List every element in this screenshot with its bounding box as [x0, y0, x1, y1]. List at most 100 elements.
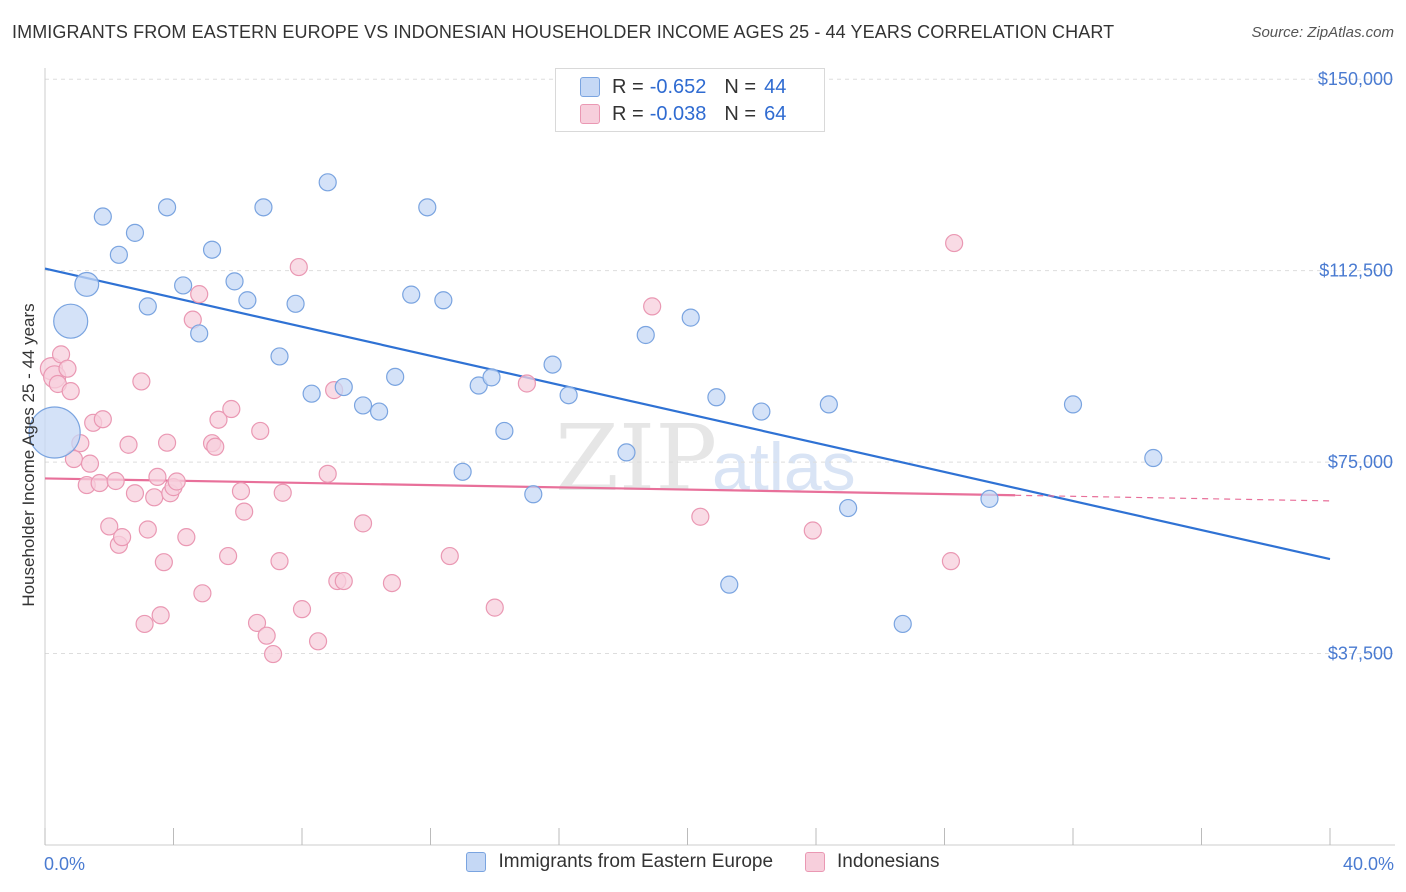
eastern-europe-point	[453, 462, 472, 481]
eastern-europe-point	[174, 276, 193, 295]
eastern-europe-point	[353, 396, 373, 415]
indonesians-point	[148, 467, 167, 487]
chart-title: IMMIGRANTS FROM EASTERN EUROPE VS INDONE…	[12, 22, 1115, 42]
legend-n-label: N =	[724, 102, 757, 125]
eastern-europe-point	[370, 402, 389, 421]
source-credit: Source: ZipAtlas.com	[1251, 24, 1394, 41]
eastern-europe-point	[302, 384, 321, 403]
eastern-europe-point	[1063, 395, 1083, 414]
indonesians-point	[80, 454, 100, 473]
legend-item-indonesians: Indonesians	[805, 851, 940, 873]
eastern-europe-point	[386, 367, 405, 386]
zipatlas-watermark: ZIP atlas	[555, 405, 856, 512]
indonesians-point	[318, 464, 337, 483]
y-axis-label: Householder Income Ages 25 - 44 years	[19, 303, 38, 606]
eastern-europe-point	[752, 402, 771, 421]
eastern-europe-point	[482, 368, 501, 387]
indonesians-point	[157, 433, 177, 452]
indonesians-point	[106, 471, 125, 491]
indonesians-point	[167, 472, 186, 491]
eastern-europe-point	[334, 377, 353, 397]
indonesians-point	[125, 484, 145, 503]
eastern-europe-point	[418, 198, 437, 217]
stats-legend: R = -0.652 N = 44 R = -0.038 N = 64	[555, 68, 825, 132]
indonesians-point	[308, 632, 328, 651]
indonesians-point	[941, 552, 961, 571]
indonesians-point	[440, 546, 459, 566]
eastern-europe-point	[225, 272, 244, 291]
indonesians-point	[334, 571, 353, 591]
eastern-europe-point	[402, 285, 421, 304]
legend-r-value: -0.652	[649, 75, 707, 98]
y-tick-label: $150,000	[1318, 69, 1393, 89]
indonesians-point	[691, 507, 710, 526]
indonesians-point	[58, 359, 77, 378]
legend-swatch-blue	[466, 852, 487, 872]
indonesians-point	[193, 584, 212, 603]
indonesians-point	[353, 514, 373, 533]
eastern-europe-point	[559, 386, 578, 405]
indonesians-trendline-extension	[1015, 494, 1331, 502]
indonesians-point	[273, 483, 292, 502]
indonesians-point	[90, 473, 109, 493]
eastern-europe-point	[524, 485, 543, 504]
y-tick-label: $37,500	[1328, 644, 1393, 664]
x-tick-label: 40.0%	[1343, 854, 1394, 874]
eastern-europe-point	[318, 173, 337, 192]
eastern-europe-point	[617, 443, 636, 462]
eastern-europe-point	[270, 347, 289, 366]
eastern-europe-point	[238, 291, 257, 310]
indonesians-point	[292, 600, 312, 619]
eastern-europe-point	[1144, 448, 1163, 468]
indonesians-point	[251, 421, 270, 441]
eastern-europe-point	[839, 498, 858, 518]
svg-text:atlas: atlas	[712, 429, 856, 505]
indonesians-point	[643, 297, 662, 316]
eastern-europe-point	[202, 240, 222, 259]
eastern-europe-point	[190, 324, 209, 343]
eastern-europe-point	[28, 406, 81, 459]
eastern-europe-point	[720, 575, 739, 594]
x-tick-label: 0.0%	[44, 854, 85, 874]
indonesians-point	[219, 546, 238, 566]
eastern-europe-point	[681, 308, 700, 327]
indonesians-point	[945, 233, 964, 253]
indonesians-point	[222, 399, 241, 419]
eastern-europe-point	[125, 223, 145, 242]
indonesians-point	[93, 410, 112, 429]
legend-label: Immigrants from Eastern Europe	[498, 851, 774, 872]
data-points	[28, 173, 1163, 664]
indonesians-point	[190, 285, 209, 304]
legend-r-label: R =	[612, 75, 644, 98]
indonesians-point	[263, 644, 283, 664]
indonesians-point	[145, 488, 164, 507]
legend-r-label: R =	[612, 102, 644, 125]
legend-r-value: -0.038	[649, 102, 707, 125]
legend-n-value: 64	[764, 102, 787, 125]
y-tick-labels: $37,500 $75,000 $112,500 $150,000	[1318, 69, 1393, 663]
legend-swatch-pink	[805, 852, 826, 872]
legend-row-eastern-europe: R = -0.652 N = 44	[556, 74, 786, 100]
eastern-europe-point	[138, 297, 157, 316]
eastern-europe-point	[434, 291, 453, 310]
indonesians-point	[151, 606, 170, 625]
indonesians-point	[132, 372, 151, 391]
eastern-europe-point	[819, 395, 838, 414]
indonesians-point	[119, 435, 138, 454]
eastern-europe-point	[636, 325, 655, 345]
eastern-europe-point	[893, 614, 912, 634]
indonesians-point	[154, 553, 173, 572]
indonesians-point	[485, 598, 504, 617]
eastern-europe-point	[74, 271, 100, 297]
legend-n-label: N =	[724, 75, 757, 98]
indonesians-point	[61, 382, 80, 401]
indonesians-point	[135, 614, 154, 634]
indonesians-point	[100, 517, 119, 536]
indonesians-point	[112, 528, 132, 547]
eastern-europe-point	[53, 303, 89, 339]
legend-label: Indonesians	[837, 851, 940, 872]
indonesians-point	[270, 552, 289, 571]
indonesians-point	[209, 410, 228, 429]
legend-swatch-pink	[580, 104, 600, 124]
